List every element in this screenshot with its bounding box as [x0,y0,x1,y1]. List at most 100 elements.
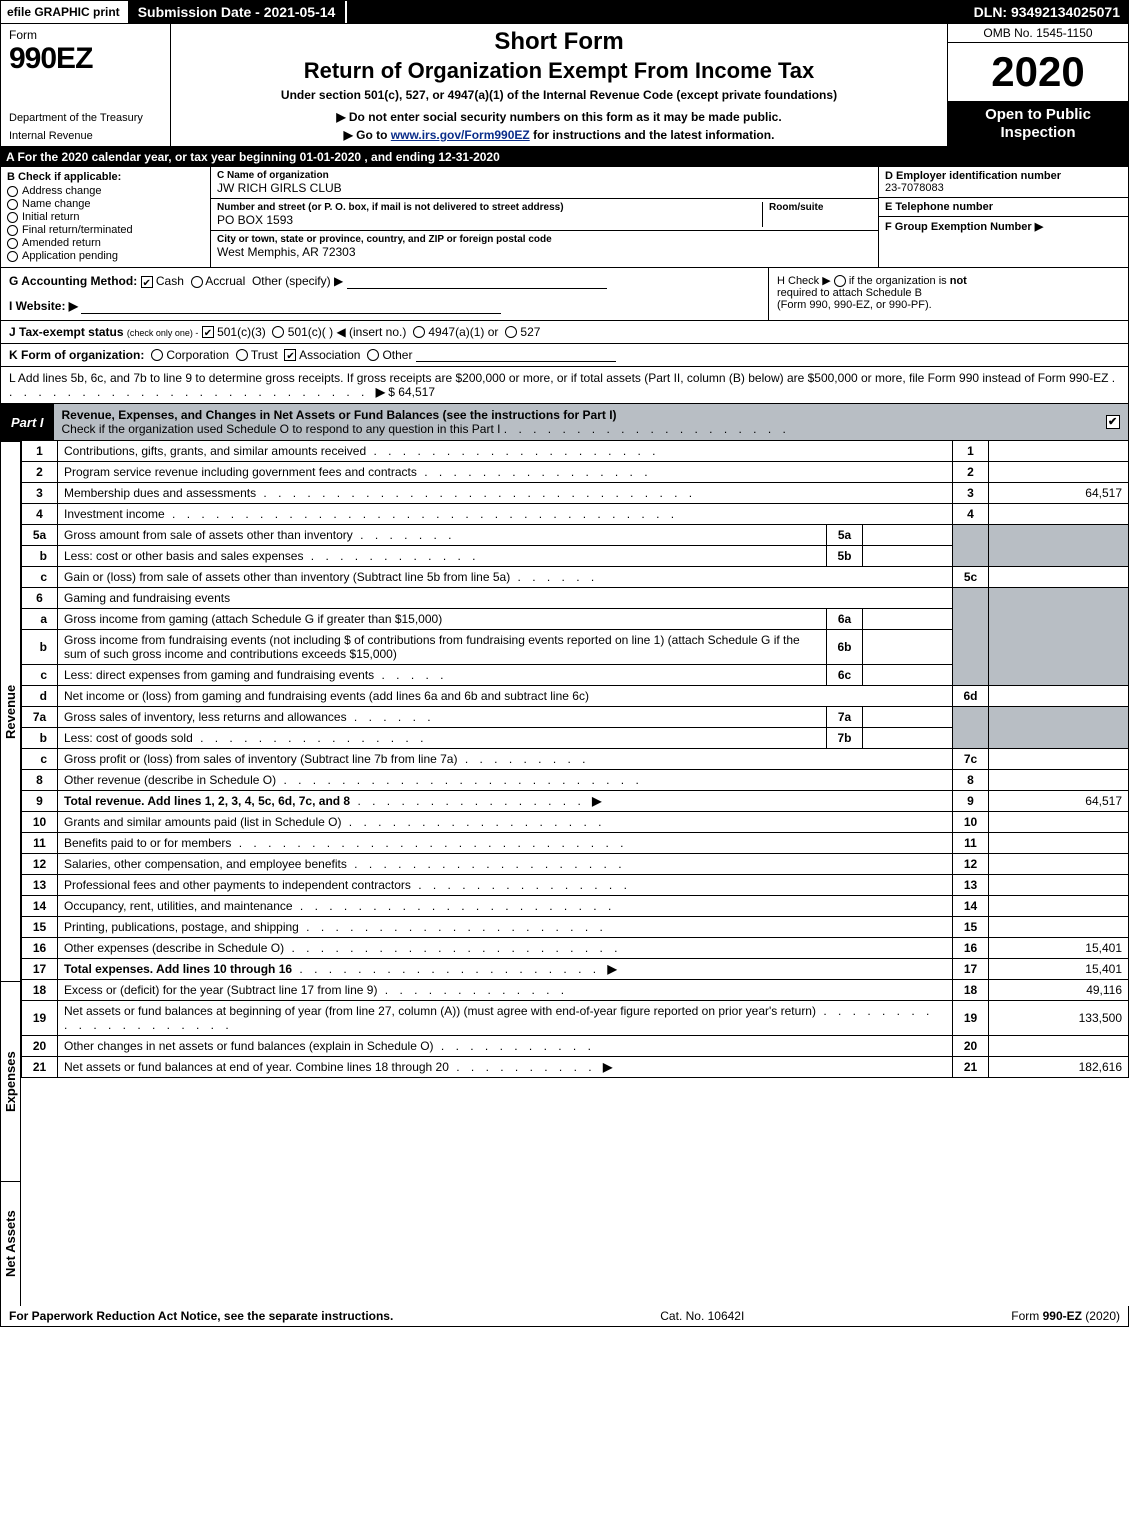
k-other-input[interactable] [416,348,616,362]
part1-pill: Part I [1,411,54,434]
k-other: Other [382,348,412,362]
omb-number: OMB No. 1545-1150 [948,24,1128,43]
table-row: 8 Other revenue (describe in Schedule O)… [22,770,1129,791]
cb-association[interactable] [284,349,296,361]
arrow-icon: ▶ [592,794,601,808]
j-sub: (check only one) - [127,328,199,338]
cb-4947[interactable] [413,326,425,338]
table-row: 10 Grants and similar amounts paid (list… [22,812,1129,833]
table-row: 9 Total revenue. Add lines 1, 2, 3, 4, 5… [22,791,1129,812]
table-row: 2 Program service revenue including gove… [22,462,1129,483]
h-text2: if the organization is [849,275,950,287]
cb-initial-return[interactable]: Initial return [7,211,204,223]
j-4947: 4947(a)(1) or [428,325,498,339]
city-label: City or town, state or province, country… [217,234,872,245]
revenue-section-label: Revenue [0,441,21,981]
arrow-icon: ▶ [603,1060,612,1074]
l-text: L Add lines 5b, 6c, and 7b to line 9 to … [9,371,1108,385]
table-row: 16 Other expenses (describe in Schedule … [22,938,1129,959]
g-label: G Accounting Method: [9,274,137,288]
instructions-link[interactable]: www.irs.gov/Form990EZ [391,128,530,142]
table-row: 3 Membership dues and assessments . . . … [22,483,1129,504]
table-row: 14 Occupancy, rent, utilities, and maint… [22,896,1129,917]
table-row: 7a Gross sales of inventory, less return… [22,707,1129,728]
j-501c: 501(c)( ) ◀ (insert no.) [288,325,407,339]
cb-name-change[interactable]: Name change [7,198,204,210]
l-amount: $ 64,517 [388,385,435,399]
expenses-section-label: Expenses [0,981,21,1181]
table-row: 21 Net assets or fund balances at end of… [22,1057,1129,1078]
g-h-row: G Accounting Method: Cash Accrual Other … [0,268,1129,321]
table-row: 17 Total expenses. Add lines 10 through … [22,959,1129,980]
table-row: 1 Contributions, gifts, grants, and simi… [22,441,1129,462]
cb-501c[interactable] [272,326,284,338]
internal-revenue: Internal Revenue [9,130,162,142]
cb-address-change[interactable]: Address change [7,185,204,197]
k-trust: Trust [251,348,278,362]
h-text4: (Form 990, 990-EZ, or 990-PF). [777,299,932,311]
cb-application-pending[interactable]: Application pending [7,250,204,262]
cb-trust[interactable] [236,349,248,361]
table-row: 6 Gaming and fundraising events [22,588,1129,609]
d-ein-label: D Employer identification number [885,170,1122,182]
table-row: 5a Gross amount from sale of assets othe… [22,525,1129,546]
part1-schedo-checkbox[interactable] [1106,415,1120,429]
h-pre: H Check ▶ [777,275,831,287]
cb-h-not-required[interactable] [834,275,846,287]
city-state-zip: West Memphis, AR 72303 [217,245,872,259]
title-short-form: Short Form [179,28,939,56]
inner-amt [863,525,953,546]
l-line: L Add lines 5b, 6c, and 7b to line 9 to … [0,367,1129,404]
cb-cash[interactable] [141,276,153,288]
ein-value: 23-7078083 [885,182,1122,194]
page-footer: For Paperwork Reduction Act Notice, see … [0,1306,1129,1327]
i-website-label: I Website: ▶ [9,299,78,313]
form-number: 990EZ [9,42,162,76]
instructions-link-line: ▶ Go to www.irs.gov/Form990EZ for instru… [179,128,939,142]
cb-527[interactable] [505,326,517,338]
cb-other-org[interactable] [367,349,379,361]
k-label: K Form of organization: [9,348,144,362]
f-group-exemption-label: F Group Exemption Number ▶ [885,220,1122,233]
line-amt [989,441,1129,462]
entity-block: B Check if applicable: Address change Na… [0,167,1129,268]
line-a-tax-year: A For the 2020 calendar year, or tax yea… [0,147,1129,167]
form-header: Form 990EZ Department of the Treasury In… [0,24,1129,147]
org-name: JW RICH GIRLS CLUB [217,181,872,195]
part1-body: Revenue Expenses Net Assets 1 Contributi… [0,441,1129,1306]
table-row: 13 Professional fees and other payments … [22,875,1129,896]
efile-print-label[interactable]: efile GRAPHIC print [1,1,126,23]
cb-amended-return[interactable]: Amended return [7,237,204,249]
g-other-input[interactable] [347,275,607,289]
table-row: 20 Other changes in net assets or fund b… [22,1036,1129,1057]
street-address: PO BOX 1593 [217,213,762,227]
table-row: d Net income or (loss) from gaming and f… [22,686,1129,707]
line-num: 1 [22,441,58,462]
website-input[interactable] [81,300,501,314]
cb-final-return[interactable]: Final return/terminated [7,224,204,236]
footer-right: Form 990-EZ (2020) [1011,1309,1120,1323]
e-phone-label: E Telephone number [885,201,1122,213]
netassets-section-label: Net Assets [0,1181,21,1306]
dept-treasury: Department of the Treasury [9,112,162,124]
g-cash: Cash [156,274,184,288]
footer-catno: Cat. No. 10642I [660,1309,744,1323]
g-other: Other (specify) ▶ [252,274,343,288]
goto-post: for instructions and the latest informat… [530,128,775,142]
j-label: J Tax-exempt status [9,325,124,339]
table-row: 18 Excess or (deficit) for the year (Sub… [22,980,1129,1001]
top-bar: efile GRAPHIC print Submission Date - 20… [0,0,1129,24]
table-row: 19 Net assets or fund balances at beginn… [22,1001,1129,1036]
part1-table: 1 Contributions, gifts, grants, and simi… [21,441,1129,1078]
part1-header: Part I Revenue, Expenses, and Changes in… [0,404,1129,441]
cb-501c3[interactable] [202,326,214,338]
cb-corporation[interactable] [151,349,163,361]
arrow-icon: ▶ [376,385,385,399]
j-line: J Tax-exempt status (check only one) - 5… [0,321,1129,344]
part1-sub: Check if the organization used Schedule … [62,422,501,436]
cb-accrual[interactable] [191,276,203,288]
table-row: 15 Printing, publications, postage, and … [22,917,1129,938]
k-line: K Form of organization: Corporation Trus… [0,344,1129,368]
subtitle-under-section: Under section 501(c), 527, or 4947(a)(1)… [179,88,939,102]
c-label: C Name of organization [217,170,872,181]
